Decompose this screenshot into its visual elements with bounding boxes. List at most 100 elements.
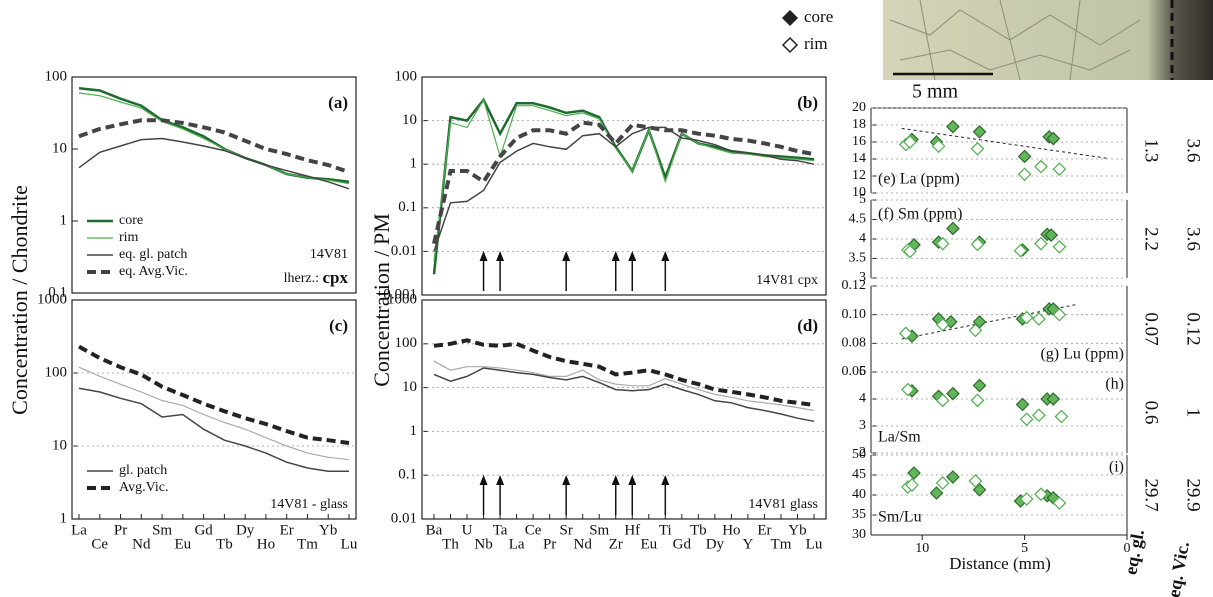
series-line	[433, 98, 815, 262]
x-tick-label: Sm	[589, 522, 609, 538]
legend-marker	[781, 9, 799, 27]
y-tick-label: 30	[852, 527, 866, 542]
annotation: 14V81	[310, 247, 348, 262]
y-tick-label: 100	[395, 335, 418, 351]
panel-label: (c)	[329, 316, 348, 335]
x-tick-label: Th	[442, 536, 459, 552]
arrow-head	[496, 475, 505, 485]
y-tick-label: 4.5	[849, 212, 867, 227]
x-tick-label: La	[71, 522, 87, 538]
x-tick-label: Nd	[574, 536, 593, 552]
eq-value: 3.6	[1183, 227, 1204, 251]
y-tick-label: 10	[402, 379, 417, 395]
panel-sublabel: La/Sm	[878, 429, 921, 446]
eq-value: 1	[1183, 408, 1204, 418]
y-tick-label: 0.06	[842, 364, 867, 379]
data-point	[1052, 239, 1067, 254]
x-tick-label: Yb	[788, 522, 806, 538]
y-tick-label: 16	[852, 134, 866, 149]
y-axis-label: Concentration / PM	[369, 213, 394, 387]
legend-label: rim	[119, 230, 139, 245]
series-line	[432, 120, 815, 245]
y-tick-label: 0.10	[842, 307, 867, 322]
eq-value: 2.2	[1141, 227, 1162, 251]
x-tick-label: Nd	[132, 536, 151, 552]
legend-label: eq. gl. patch	[119, 247, 187, 262]
data-point	[972, 124, 987, 139]
y-tick-label: 0.01	[391, 510, 417, 526]
data-point	[972, 378, 987, 393]
x-tick-label: Sm	[152, 522, 172, 538]
x-tick-label: Tb	[690, 522, 707, 538]
panel-label: (i)	[1109, 459, 1124, 476]
arrow-head	[479, 475, 488, 485]
y-tick-label: 3.5	[849, 251, 867, 266]
eq-value: 0.6	[1141, 401, 1162, 425]
panel-label: (g) Lu (ppm)	[1040, 346, 1124, 363]
x-tick-label: Hf	[624, 522, 640, 538]
scale-label: 5 mm	[912, 81, 959, 103]
eq-value: 29.7	[1141, 478, 1162, 511]
x-tick-label: Tb	[216, 536, 233, 552]
mineral-bold: cpx	[323, 268, 349, 287]
plot-frame	[421, 76, 827, 296]
mineral-label: lherz.: cpx	[284, 268, 349, 287]
data-point	[907, 466, 921, 480]
x-tick-label: Yb	[319, 522, 337, 538]
x-tick-label: Er	[757, 522, 771, 538]
data-point	[1032, 312, 1046, 326]
data-point	[931, 139, 946, 154]
y-tick-label: 0.01	[391, 243, 417, 259]
series-line	[78, 92, 350, 185]
data-point	[1034, 159, 1048, 174]
data-point	[1032, 408, 1046, 423]
data-point	[903, 244, 917, 259]
annotation: 14V81 - glass	[270, 497, 348, 512]
y-tick-label: 3	[859, 270, 866, 285]
legend-label: rim	[804, 34, 828, 53]
series-line	[433, 126, 815, 252]
data-point	[1017, 149, 1032, 164]
x-tick-label: Tm	[771, 536, 792, 552]
panel-label: (b)	[797, 93, 818, 112]
y-tick-label: 5	[859, 192, 866, 207]
eq-value: 0.07	[1141, 312, 1162, 345]
y-tick-label: 10	[402, 112, 417, 128]
data-point	[935, 236, 950, 251]
series-line	[78, 344, 350, 445]
eq-value: 29.9	[1183, 478, 1204, 511]
thin-section-photo	[883, 0, 1213, 81]
y-tick-label: 10	[52, 140, 67, 156]
arrow-head	[562, 251, 571, 261]
series-line	[78, 118, 350, 174]
y-tick-label: 14	[852, 151, 866, 166]
arrow-head	[611, 251, 620, 261]
y-tick-label: 20	[852, 100, 866, 115]
data-point	[1013, 243, 1028, 258]
data-point	[970, 393, 985, 408]
data-point	[905, 478, 919, 492]
y-tick-label: 0.12	[842, 278, 867, 293]
y-tick-label: 1	[60, 510, 68, 526]
data-point	[1054, 409, 1069, 424]
x-tick-label: Pr	[114, 522, 127, 538]
legend-label: Avg.Vic.	[119, 480, 168, 495]
arrow-head	[628, 475, 637, 485]
x-tick-label: Zr	[609, 536, 623, 552]
data-point	[1019, 492, 1034, 506]
y-tick-label: 1000	[387, 291, 417, 307]
x-tick-label: Ba	[426, 522, 443, 538]
plot-frame	[71, 299, 357, 520]
x-tick-label: Ti	[659, 522, 672, 538]
data-point	[1015, 397, 1030, 412]
y-tick-label: 40	[852, 487, 866, 502]
y-tick-label: 50	[852, 447, 866, 462]
x-tick-label: 10	[915, 541, 929, 556]
y-tick-label: 100	[395, 68, 418, 84]
x-tick-label: Gd	[673, 536, 692, 552]
series-line	[433, 338, 815, 407]
panel-sublabel: Sm/Lu	[878, 509, 922, 526]
data-point	[1052, 162, 1067, 177]
data-point	[901, 382, 915, 397]
